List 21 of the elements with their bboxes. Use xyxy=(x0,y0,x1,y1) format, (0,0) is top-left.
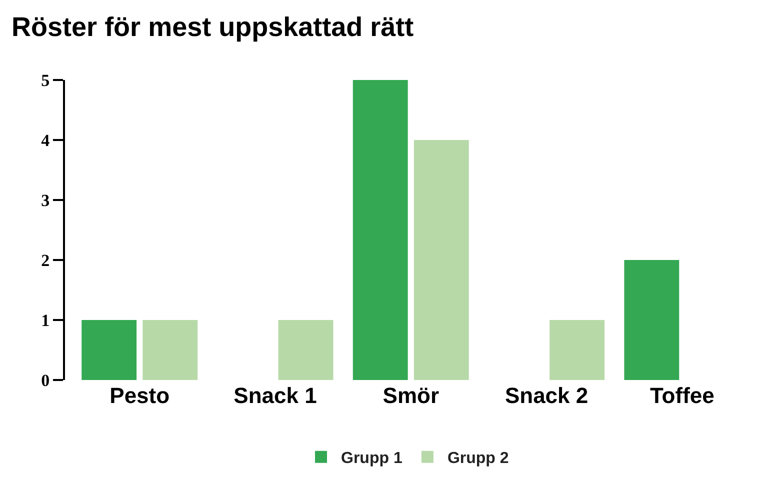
bar xyxy=(142,320,198,380)
x-tick-label: Snack 1 xyxy=(234,383,317,408)
y-tick-label: 4 xyxy=(41,130,50,150)
x-tick-label: Toffee xyxy=(650,383,714,408)
bar xyxy=(352,80,408,380)
x-tick-label: Smör xyxy=(382,383,440,408)
y-tick-label: 5 xyxy=(41,70,50,90)
x-tick-label: Snack 2 xyxy=(504,383,588,408)
y-tick-label: 2 xyxy=(41,250,50,270)
chart-title: Röster för mest uppskattad rätt xyxy=(12,12,414,42)
legend-label: Grupp 1 xyxy=(341,450,402,468)
legend-label: Grupp 2 xyxy=(447,450,509,468)
y-tick-label: 0 xyxy=(41,370,50,390)
bar xyxy=(82,320,137,380)
bar xyxy=(278,320,334,380)
y-tick-label: 1 xyxy=(41,310,50,330)
bar xyxy=(550,320,605,380)
bar xyxy=(624,260,680,380)
bar xyxy=(414,140,469,380)
y-tick-label: 3 xyxy=(41,190,50,210)
x-tick-label: Pesto xyxy=(110,383,170,408)
